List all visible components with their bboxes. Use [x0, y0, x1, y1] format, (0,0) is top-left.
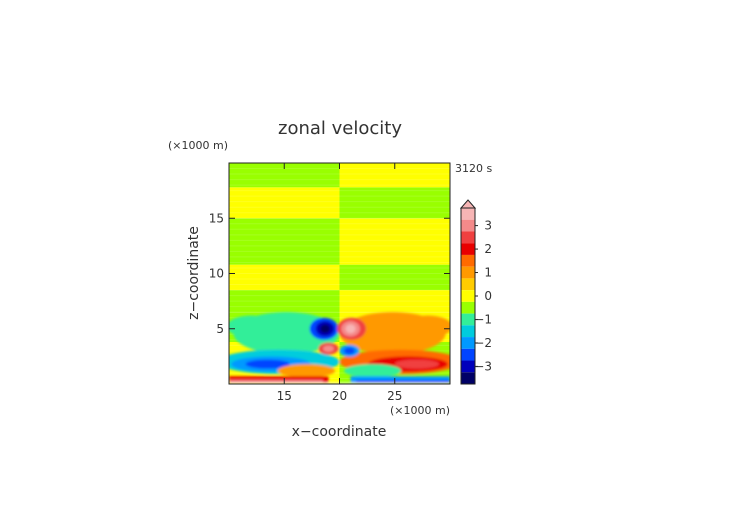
colorbar-swatch	[461, 219, 475, 232]
pos-core-inner	[345, 324, 356, 334]
neg-core-inner	[320, 324, 331, 334]
y-unit-label: (×1000 m)	[168, 139, 228, 152]
colorbar-swatch	[461, 290, 475, 302]
y-tick-label: 10	[209, 267, 224, 281]
red-jet	[394, 359, 439, 369]
colorbar-tick-label: 0	[484, 289, 492, 303]
band-left-5	[229, 187, 340, 219]
x-tick-label: 25	[387, 389, 402, 403]
colorbar-tick-label: 3	[484, 219, 492, 233]
teal-tail	[229, 315, 276, 338]
colorbar-tick-label: −2	[474, 336, 492, 350]
colorbar-tick-label: 2	[484, 242, 492, 256]
y-tick-label: 15	[209, 211, 224, 225]
surface-pink-layer	[229, 380, 323, 384]
colorbar-swatch	[461, 337, 475, 349]
colorbar-swatch	[461, 348, 475, 361]
colorbar-tick-label: −1	[474, 312, 492, 326]
x-axis-ticks: 15 20 25	[277, 163, 402, 403]
colorbar-tick-label: 1	[484, 266, 492, 280]
colorbar-swatch	[461, 208, 475, 220]
orange-strand	[277, 364, 336, 378]
chart-title: zonal velocity	[278, 118, 402, 139]
x-tick-label: 20	[332, 389, 347, 403]
colorbar-extend-arrow	[459, 199, 477, 209]
colorbar: 3 2 1 0 −1 −2 −3	[459, 199, 492, 385]
band-left-2	[229, 290, 340, 313]
orange-tail	[403, 315, 450, 338]
colorbar-tick-label: −3	[474, 359, 492, 373]
surface-navy-layer	[356, 380, 450, 384]
colorbar-swatch	[461, 301, 475, 314]
dark-blue-jet	[245, 359, 290, 369]
band-right-2	[339, 290, 450, 313]
y-tick-label: 5	[216, 322, 224, 336]
band-right-4	[339, 218, 450, 265]
colorbar-swatch	[461, 360, 475, 373]
band-left-4	[229, 218, 340, 265]
colorbar-swatch	[461, 254, 475, 267]
teal-strand	[343, 364, 402, 378]
x-tick-label: 15	[277, 389, 292, 403]
y-axis-label: z−coordinate	[186, 226, 202, 320]
y-axis-ticks: 5 10 15	[209, 211, 450, 336]
band-left-3	[229, 264, 340, 291]
colorbar-swatch	[461, 278, 475, 291]
colorbar-swatch	[461, 231, 475, 244]
time-label: 3120 s	[455, 162, 492, 175]
colorbar-swatch	[461, 372, 475, 384]
colorbar-swatch	[461, 325, 475, 338]
colorbar-swatch	[461, 243, 475, 255]
x-unit-label: (×1000 m)	[390, 404, 450, 417]
colorbar-swatch	[461, 313, 475, 326]
colorbar-swatch	[461, 266, 475, 279]
heatmap-field	[229, 163, 450, 384]
band-right-3	[339, 264, 450, 291]
band-right-5	[339, 187, 450, 219]
neg-lobe-inner	[343, 347, 355, 355]
pos-lobe-inner	[322, 345, 334, 352]
x-axis-label: x−coordinate	[292, 424, 387, 440]
